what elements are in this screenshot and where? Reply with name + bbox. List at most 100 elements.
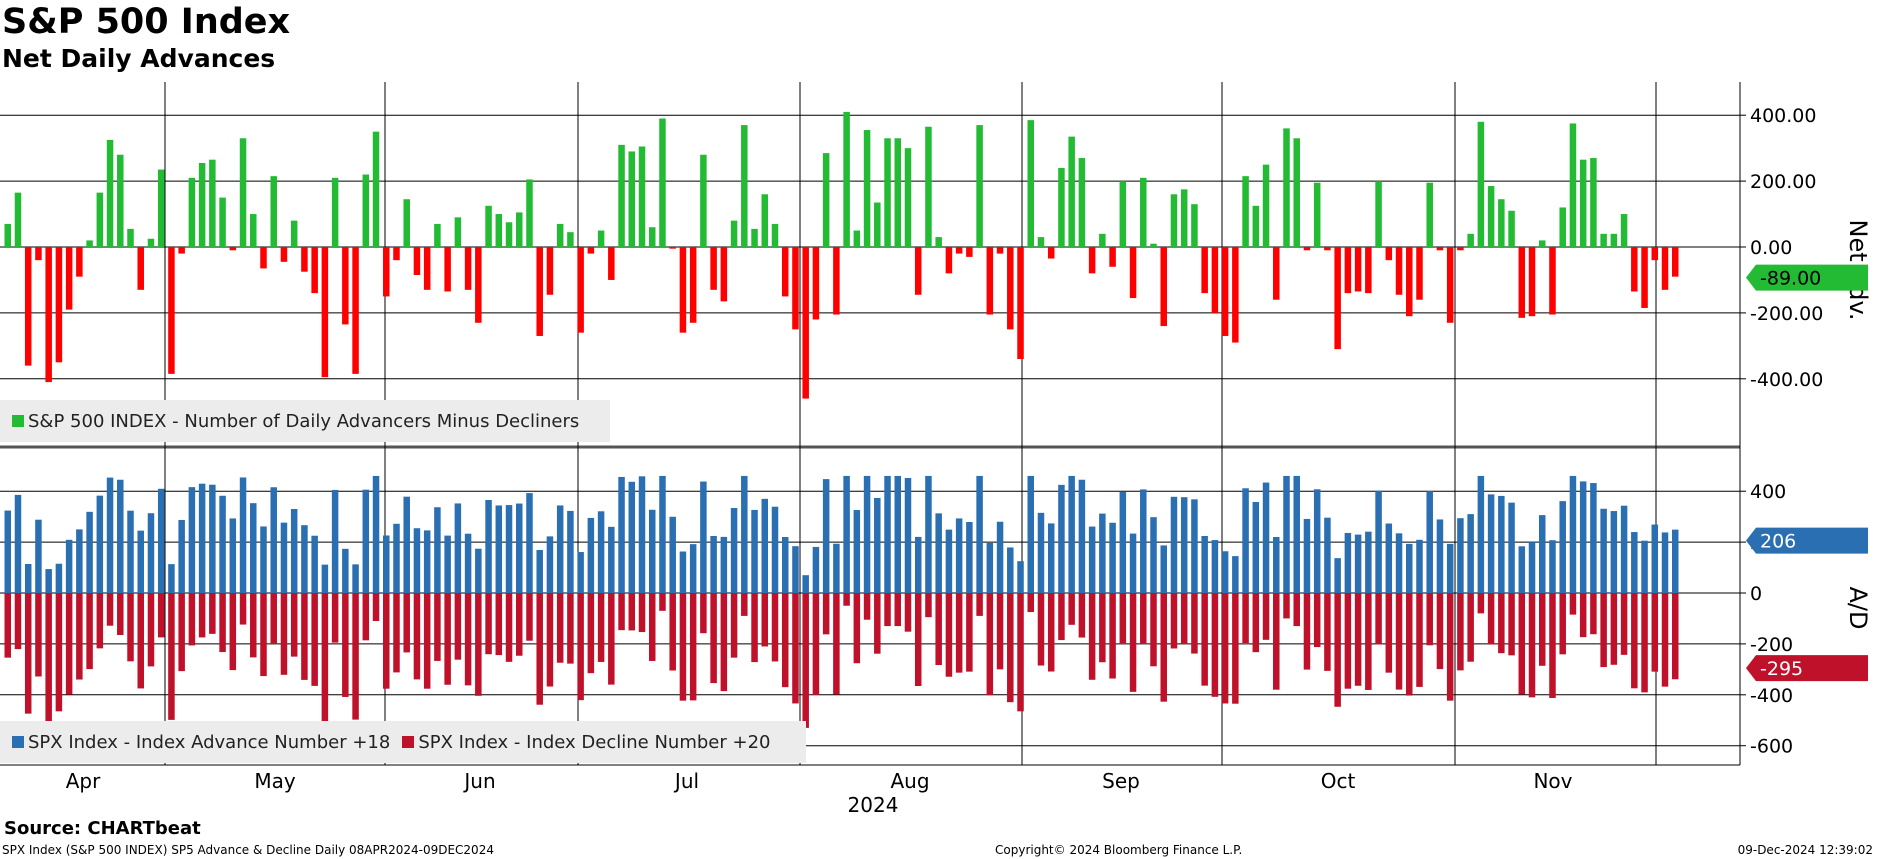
decline-bar xyxy=(884,593,891,627)
net-advance-bar xyxy=(96,192,104,247)
decline-bar xyxy=(4,593,11,658)
decline-bar xyxy=(1007,593,1014,703)
advance-bar xyxy=(1569,475,1577,593)
decline-bar xyxy=(362,593,370,641)
decline-bar xyxy=(352,593,359,720)
net-advance-bar xyxy=(1119,181,1127,247)
decline-bar xyxy=(1641,593,1648,693)
net-advance-bar xyxy=(1426,182,1433,247)
net-advance-bar xyxy=(1078,158,1086,247)
decline-bar xyxy=(1416,593,1423,687)
net-decline-bar xyxy=(393,247,400,261)
net-advance-bar xyxy=(628,151,636,247)
advance-bar xyxy=(1242,488,1249,593)
decline-bar xyxy=(423,593,431,689)
net-advance-bar xyxy=(761,194,769,247)
net-decline-bar xyxy=(423,247,431,290)
net-decline-bar xyxy=(812,247,820,320)
decline-bar xyxy=(638,593,646,633)
net-decline-bar xyxy=(1129,247,1137,299)
net-decline-bar xyxy=(1395,247,1403,295)
advance-bar xyxy=(1651,524,1659,593)
advance-bar xyxy=(270,487,277,593)
net-advance-bar xyxy=(730,220,738,247)
decline-bar xyxy=(567,593,574,664)
y-tick-label-bottom: -400 xyxy=(1750,685,1793,707)
decline-bar xyxy=(147,593,155,667)
net-advance-bar xyxy=(1487,186,1495,247)
advance-bar xyxy=(710,535,717,593)
net-advance-bar xyxy=(618,144,625,247)
decline-bar xyxy=(751,593,758,663)
net-advance-bar xyxy=(147,238,155,247)
legend-label-net-advances: S&P 500 INDEX - Number of Daily Advancer… xyxy=(28,410,580,432)
decline-bar xyxy=(741,593,748,616)
decline-bar xyxy=(1099,593,1106,663)
advance-bar xyxy=(14,494,22,593)
advance-bar xyxy=(1191,499,1198,593)
y-tick-label-top: 400.00 xyxy=(1750,105,1816,127)
decline-bar xyxy=(1631,593,1638,689)
decline-bar xyxy=(1487,593,1495,645)
decline-bar xyxy=(1109,593,1116,679)
net-advance-bar xyxy=(4,223,11,247)
net-advance-bar xyxy=(1037,237,1045,247)
advance-bar xyxy=(342,548,349,593)
decline-bar xyxy=(1078,593,1086,638)
y-tick-label-top: -400.00 xyxy=(1750,369,1823,391)
advance-bar xyxy=(751,509,758,593)
advance-bar xyxy=(822,479,830,593)
advance-bar xyxy=(1610,511,1618,593)
advance-bar xyxy=(720,536,728,593)
legend-item-net-advances: S&P 500 INDEX - Number of Daily Advancer… xyxy=(12,411,579,432)
advance-bar xyxy=(741,475,748,593)
decline-bar xyxy=(597,593,605,662)
advance-bar xyxy=(1600,508,1607,593)
decline-bar xyxy=(24,593,32,714)
net-advance-bar xyxy=(874,202,881,247)
advance-bar xyxy=(198,483,206,593)
current-advance-tag-shape xyxy=(1746,527,1868,554)
decline-bar xyxy=(1119,593,1127,644)
net-decline-bar xyxy=(1446,247,1454,323)
advance-bar xyxy=(976,475,983,593)
decline-bar xyxy=(260,593,267,677)
net-advance-bar xyxy=(935,237,942,247)
net-advance-bar xyxy=(1242,176,1249,247)
advance-bar xyxy=(1150,517,1157,593)
advance-bar xyxy=(1232,556,1239,593)
net-advance-bar xyxy=(1140,177,1147,247)
advance-bar xyxy=(618,476,625,593)
decline-bar xyxy=(270,593,277,645)
advance-bar xyxy=(556,505,564,593)
net-advance-bar xyxy=(290,220,298,247)
advance-bar xyxy=(853,510,861,593)
decline-bar xyxy=(403,593,410,653)
advance-bar xyxy=(1027,475,1034,593)
net-advance-bar xyxy=(1610,233,1618,247)
net-decline-bar xyxy=(546,247,554,295)
advance-bar xyxy=(1293,475,1300,593)
decline-bar xyxy=(413,593,421,680)
decline-bar xyxy=(96,593,104,649)
decline-bar xyxy=(1467,593,1474,662)
decline-bar xyxy=(526,593,533,641)
advance-bar xyxy=(1416,539,1423,593)
decline-bar xyxy=(710,593,717,684)
net-decline-bar xyxy=(260,247,267,269)
decline-bar xyxy=(608,593,615,685)
net-decline-bar xyxy=(986,247,994,315)
decline-bar xyxy=(505,593,513,662)
decline-bar xyxy=(188,593,196,646)
advance-bar xyxy=(1160,545,1167,593)
advance-bar xyxy=(700,481,707,593)
decline-bar xyxy=(587,593,595,674)
advance-bar xyxy=(157,488,165,593)
net-decline-bar xyxy=(781,247,789,297)
advance-bar xyxy=(1539,515,1546,593)
decline-bar xyxy=(178,593,185,672)
advance-bar xyxy=(894,475,902,593)
current-decline-tag-text: -295 xyxy=(1760,658,1803,680)
advance-bar xyxy=(280,522,288,593)
net-decline-bar xyxy=(383,247,390,297)
